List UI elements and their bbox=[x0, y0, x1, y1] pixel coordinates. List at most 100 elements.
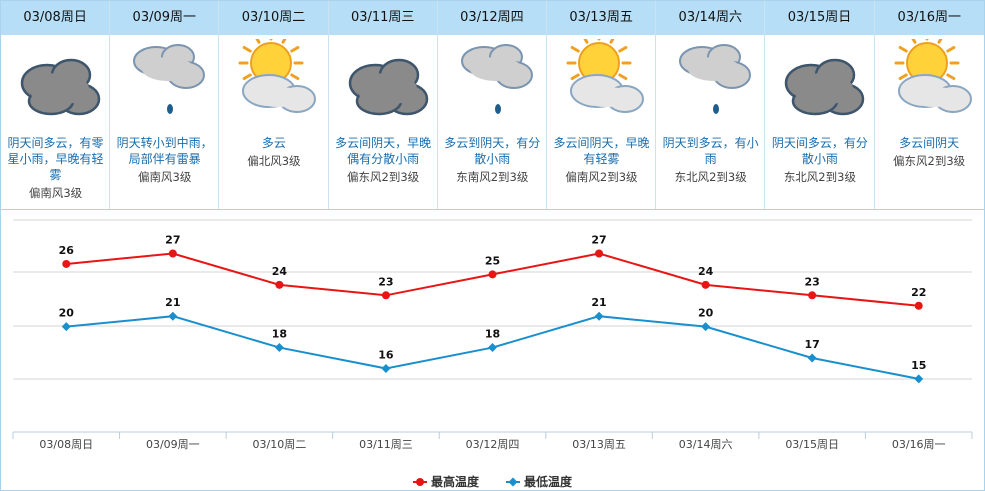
low-temp-point bbox=[594, 311, 604, 321]
forecast-day-column: 03/08周日 阴天间多云，有零星小雨，早晚有轻雾偏南风3级 bbox=[1, 1, 111, 209]
high-temp-point bbox=[808, 291, 817, 300]
x-tick-label: 03/11周三 bbox=[359, 438, 413, 451]
forecast-description-text: 多云间阴天，早晚有轻雾 bbox=[553, 136, 650, 166]
forecast-wind: 东北风2到3级 bbox=[674, 170, 747, 184]
forecast-day-column: 03/14周六 阴天到多云，有小雨 东北风2到3级 bbox=[656, 1, 766, 209]
forecast-day-column: 03/09周一 阴天转小到中雨，局部伴有雷暴偏南风3级 bbox=[110, 1, 220, 209]
high-temp-label: 25 bbox=[485, 254, 500, 267]
forecast-date: 03/10周二 bbox=[219, 1, 328, 35]
forecast-date: 03/11周三 bbox=[328, 1, 437, 35]
low-temp-point bbox=[807, 353, 817, 363]
low-temp-label: 20 bbox=[59, 307, 75, 320]
forecast-date: 03/16周一 bbox=[874, 1, 984, 35]
sun-cloud-icon bbox=[894, 39, 972, 113]
forecast-description: 多云间阴天，早晚偶有分散小雨偏东风2到3级 bbox=[333, 135, 434, 185]
overcast-cloud-icon bbox=[20, 58, 101, 116]
high-temp-point bbox=[914, 301, 923, 310]
forecast-description-text: 阴天间多云，有分散小雨 bbox=[771, 136, 868, 166]
sun-cloud-icon bbox=[238, 39, 317, 113]
high-temp-label: 23 bbox=[805, 275, 820, 288]
low-temp-label: 16 bbox=[378, 348, 394, 361]
high-temp-point bbox=[381, 291, 390, 300]
legend-high-marker bbox=[416, 478, 424, 486]
legend-low-marker bbox=[508, 477, 518, 487]
x-tick-label: 03/16周一 bbox=[892, 438, 946, 451]
high-temp-point bbox=[168, 249, 177, 258]
forecast-wind: 偏南风3级 bbox=[138, 170, 192, 184]
low-temp-label: 15 bbox=[911, 359, 926, 372]
forecast-description: 阴天转小到中雨，局部伴有雷暴偏南风3级 bbox=[114, 135, 215, 185]
high-temp-label: 24 bbox=[272, 265, 288, 278]
forecast-day-column: 03/16周一 多云间阴天偏东风2到3级 bbox=[874, 1, 984, 209]
high-temp-point bbox=[488, 270, 497, 279]
x-tick-label: 03/12周四 bbox=[466, 438, 520, 451]
forecast-date: 03/12周四 bbox=[437, 1, 546, 35]
forecast-wind: 东南风2到3级 bbox=[456, 170, 529, 184]
high-temp-point bbox=[275, 280, 284, 289]
forecast-date: 03/09周一 bbox=[110, 1, 219, 35]
low-temp-point bbox=[168, 311, 178, 321]
low-temp-point bbox=[914, 374, 924, 384]
forecast-date: 03/14周六 bbox=[656, 1, 765, 35]
forecast-description: 阴天到多云，有小雨 东北风2到3级 bbox=[660, 135, 761, 185]
high-temp-label: 22 bbox=[911, 286, 926, 299]
x-tick-label: 03/10周二 bbox=[253, 438, 307, 451]
low-temp-label: 18 bbox=[485, 328, 500, 341]
low-temp-label: 21 bbox=[165, 296, 180, 309]
forecast-date: 03/08周日 bbox=[1, 1, 110, 35]
high-temp-point bbox=[701, 280, 710, 289]
high-temp-label: 27 bbox=[165, 234, 180, 247]
forecast-wind: 东北风2到3级 bbox=[783, 170, 856, 184]
forecast-description: 多云间阴天偏东风2到3级 bbox=[879, 135, 980, 169]
high-temp-point bbox=[595, 249, 604, 258]
high-temp-label: 26 bbox=[59, 244, 75, 257]
cloud-rain-icon bbox=[460, 44, 533, 114]
forecast-date: 03/13周五 bbox=[547, 1, 656, 35]
low-temp-point bbox=[61, 322, 71, 332]
forecast-description: 阴天间多云，有零星小雨，早晚有轻雾偏南风3级 bbox=[5, 135, 106, 201]
forecast-description-text: 多云到阴天，有分散小雨 bbox=[444, 136, 541, 166]
forecast-day-column: 03/10周二 多云 偏北风3级 bbox=[219, 1, 329, 209]
forecast-description-text: 阴天间多云，有零星小雨，早晚有轻雾 bbox=[7, 136, 104, 182]
temperature-chart: 03/08周日 03/09周一 03/10周二 03/11周三 03/12周四 03/13… bbox=[12, 219, 973, 489]
forecast-day-column: 03/13周五 多云间阴天，早晚有轻雾偏南风2到3级 bbox=[547, 1, 657, 209]
high-temp-point bbox=[62, 259, 71, 268]
divider bbox=[1, 209, 984, 210]
cloud-rain-icon bbox=[133, 44, 206, 114]
low-temp-point bbox=[701, 322, 711, 332]
forecast-wind: 偏北风3级 bbox=[247, 154, 301, 168]
low-temp-point bbox=[488, 343, 497, 353]
forecast-wind: 偏南风3级 bbox=[28, 186, 83, 200]
forecast-description: 阴天间多云，有分散小雨东北风2到3级 bbox=[769, 135, 870, 185]
forecast-wind: 偏东风2到3级 bbox=[893, 154, 966, 168]
overcast-cloud-icon bbox=[785, 58, 865, 116]
legend-high-label: 最高温度 bbox=[431, 474, 480, 489]
cloud-rain-icon bbox=[679, 44, 752, 114]
forecast-description-text: 多云间阴天，早晚偶有分散小雨 bbox=[335, 136, 432, 166]
forecast-description-text: 阴天转小到中雨，局部伴有雷暴 bbox=[116, 136, 213, 166]
forecast-description: 多云 偏北风3级 bbox=[223, 135, 324, 169]
forecast-description-text: 多云间阴天 bbox=[899, 136, 960, 150]
x-tick-label: 03/13周五 bbox=[572, 438, 626, 451]
low-temp-label: 20 bbox=[698, 307, 714, 320]
forecast-day-column: 03/12周四 多云到阴天，有分散小雨东南风2到3级 bbox=[437, 1, 547, 209]
overcast-cloud-icon bbox=[348, 58, 428, 116]
forecast-description: 多云到阴天，有分散小雨东南风2到3级 bbox=[442, 135, 543, 185]
forecast-wind: 偏南风2到3级 bbox=[565, 170, 638, 184]
low-temp-label: 18 bbox=[272, 328, 287, 341]
forecast-date: 03/15周日 bbox=[765, 1, 874, 35]
low-temp-label: 21 bbox=[591, 296, 606, 309]
forecast-wind: 偏东风2到3级 bbox=[347, 170, 420, 184]
forecast-description: 多云间阴天，早晚有轻雾偏南风2到3级 bbox=[551, 135, 652, 185]
x-tick-label: 03/15周日 bbox=[785, 438, 839, 451]
high-temp-label: 23 bbox=[378, 275, 393, 288]
x-tick-label: 03/14周六 bbox=[679, 438, 733, 451]
x-tick-label: 03/08周日 bbox=[39, 438, 93, 451]
low-temp-label: 17 bbox=[805, 338, 820, 351]
low-temp-point bbox=[274, 343, 284, 353]
x-tick-label: 03/09周一 bbox=[146, 438, 200, 451]
sun-cloud-icon bbox=[566, 39, 644, 113]
forecast-day-column: 03/15周日 阴天间多云，有分散小雨东北风2到3级 bbox=[765, 1, 875, 209]
high-temp-label: 27 bbox=[591, 234, 606, 247]
